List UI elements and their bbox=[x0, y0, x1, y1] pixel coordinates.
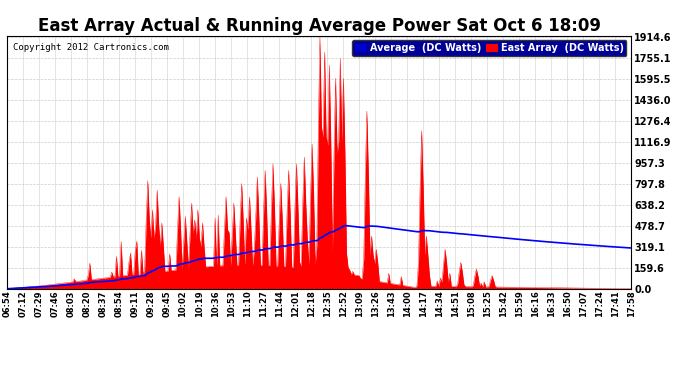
Title: East Array Actual & Running Average Power Sat Oct 6 18:09: East Array Actual & Running Average Powe… bbox=[38, 18, 600, 36]
Legend: Average  (DC Watts), East Array  (DC Watts): Average (DC Watts), East Array (DC Watts… bbox=[353, 40, 627, 56]
Text: Copyright 2012 Cartronics.com: Copyright 2012 Cartronics.com bbox=[13, 43, 169, 52]
